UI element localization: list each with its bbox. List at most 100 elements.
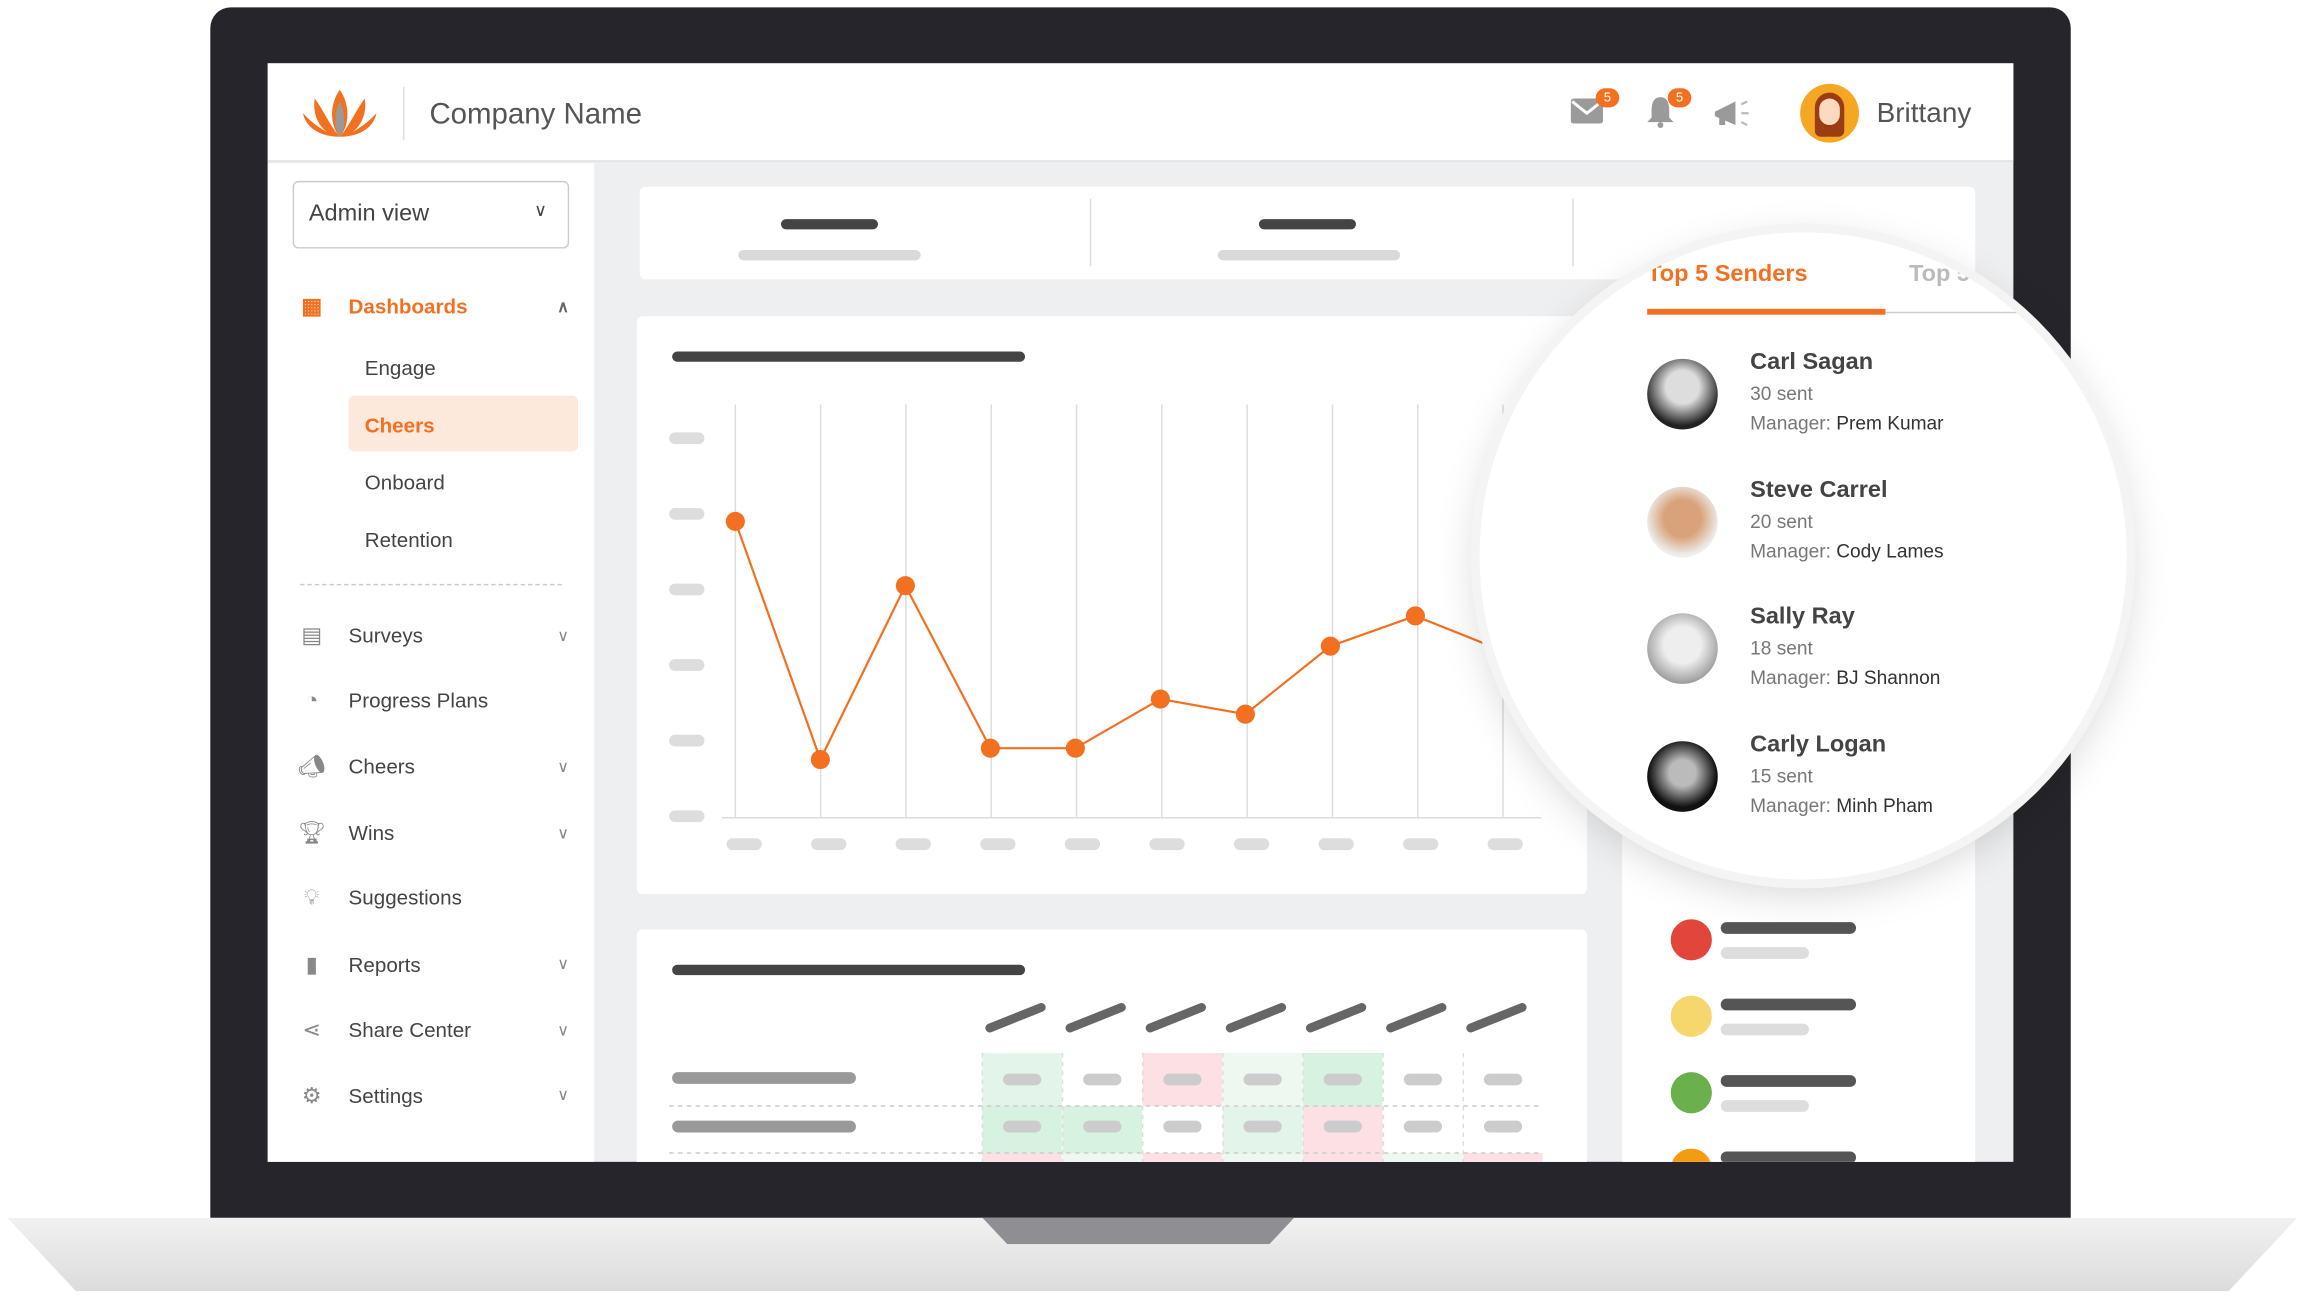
x-tick-label-placeholder — [811, 838, 847, 851]
sidebar-item-progress-plans[interactable]: ◔ Progress Plans — [297, 688, 569, 713]
cell-value-placeholder — [1163, 1120, 1202, 1133]
company-name: Company Name — [429, 98, 642, 131]
sidebar-item-suggestions[interactable]: 💡︎ Suggestions — [297, 885, 569, 910]
chevron-down-icon: ∨ — [557, 1021, 570, 1040]
column-header-placeholder — [1145, 1003, 1206, 1033]
manager-label: Manager: — [1750, 411, 1831, 434]
sidebar-item-label: Cheers — [348, 755, 415, 779]
senders-list-placeholder — [1670, 919, 1857, 1162]
data-point — [1405, 606, 1425, 626]
sender-count: 15 sent — [1750, 764, 1813, 787]
heat-cell — [1303, 1153, 1383, 1162]
column-header-placeholder — [1225, 1003, 1287, 1033]
sidebar-sub-engage[interactable]: Engage — [364, 355, 436, 380]
top-header: Company Name 5 5 Brittany — [267, 63, 2014, 162]
data-point — [1150, 689, 1170, 709]
heat-cell — [1062, 1153, 1142, 1162]
heatmap-title-placeholder — [672, 964, 1026, 976]
y-tick-label-placeholder — [669, 432, 705, 445]
x-tick-label-placeholder — [895, 838, 931, 851]
view-select[interactable]: Admin view ∨ — [292, 180, 570, 249]
gear-icon: ⚙ — [301, 1083, 322, 1109]
sidebar-item-wins[interactable]: 🏆︎ Wins ∨ — [297, 819, 569, 846]
data-point — [810, 749, 830, 770]
chevron-up-icon: ∧ — [557, 297, 570, 316]
sender-count: 20 sent — [1750, 509, 1813, 532]
detail-placeholder — [1720, 1100, 1809, 1112]
sidebar-item-label: Suggestions — [348, 885, 462, 910]
y-tick-label-placeholder — [669, 810, 705, 823]
active-tab-underline — [1647, 308, 1886, 315]
name-placeholder — [1720, 1075, 1857, 1087]
heatmap-card — [636, 929, 1587, 1162]
tab-top-receivers[interactable]: Top 5 R — [1908, 261, 1994, 287]
stat-divider — [1572, 198, 1574, 267]
heat-cell — [1463, 1153, 1543, 1162]
cell-value-placeholder — [1243, 1120, 1282, 1133]
tab-top-senders[interactable]: Top 5 Senders — [1647, 261, 1808, 287]
sender-count: 30 sent — [1750, 382, 1813, 405]
megaphone-icon: 📣︎ — [297, 755, 326, 781]
chevron-down-icon: ∨ — [557, 955, 570, 974]
header-divider — [402, 86, 405, 140]
detail-placeholder — [1720, 1023, 1809, 1036]
cell-value-placeholder — [1483, 1120, 1523, 1133]
data-point — [1235, 704, 1255, 724]
data-point — [1320, 636, 1340, 656]
stat-value-placeholder — [780, 219, 879, 230]
trophy-icon: 🏆︎ — [297, 820, 326, 846]
y-tick-label-placeholder — [669, 583, 705, 596]
sidebar-sub-retention[interactable]: Retention — [364, 527, 453, 552]
detail-placeholder — [1720, 947, 1809, 959]
share-icon: ⋖ — [302, 1018, 322, 1044]
bell-icon[interactable] — [1646, 96, 1675, 128]
user-avatar[interactable] — [1800, 83, 1859, 143]
progress-icon: ◔ — [305, 687, 319, 713]
x-tick-label-placeholder — [726, 838, 762, 851]
sender-avatar — [1647, 358, 1718, 430]
sidebar-item-reports[interactable]: ▮ Reports ∨ — [297, 951, 569, 977]
sender-avatar — [1647, 486, 1718, 557]
tab-underline — [1885, 311, 2107, 314]
y-tick-label-placeholder — [669, 734, 705, 747]
sidebar-item-share-center[interactable]: ⋖ Share Center ∨ — [297, 1017, 570, 1044]
mail-icon[interactable] — [1570, 98, 1604, 124]
sender-count: 18 sent — [1750, 636, 1813, 659]
sidebar-item-settings[interactable]: ⚙ Settings ∨ — [297, 1082, 569, 1109]
cell-value-placeholder — [1163, 1073, 1202, 1086]
sidebar-item-cheers[interactable]: 📣︎ Cheers ∨ — [297, 754, 569, 780]
sidebar-sub-cheers[interactable]: Cheers — [364, 413, 435, 437]
sidebar-sub-onboard[interactable]: Onboard — [364, 470, 445, 495]
bar-chart-icon: ▮ — [305, 952, 318, 978]
bell-badge: 5 — [1667, 88, 1692, 108]
cell-value-placeholder — [1323, 1073, 1362, 1086]
cell-value-placeholder — [1483, 1073, 1523, 1086]
sender-name: Carly Logan — [1750, 731, 1887, 757]
cell-value-placeholder — [1003, 1073, 1042, 1086]
megaphone-icon[interactable] — [1712, 99, 1750, 128]
mail-badge: 5 — [1595, 88, 1620, 108]
sidebar-item-label: Reports — [348, 952, 421, 976]
cell-value-placeholder — [1323, 1120, 1362, 1133]
data-point — [895, 576, 915, 596]
user-avatar — [1670, 919, 1712, 961]
stat-divider — [1089, 198, 1092, 267]
sidebar-item-label: Settings — [348, 1083, 423, 1108]
x-tick-label-placeholder — [1064, 838, 1101, 851]
cell-value-placeholder — [1403, 1073, 1443, 1086]
sender-avatar — [1647, 613, 1718, 684]
sender-manager: Manager: Minh Pham — [1750, 793, 1933, 815]
name-placeholder — [1720, 998, 1857, 1011]
sender-manager: Manager: Cody Lames — [1750, 539, 1943, 561]
sidebar: Admin view ∨ ▦ Dashboards ∧ Engage Cheers O… — [267, 163, 595, 1162]
sidebar-item-dashboards[interactable]: ▦ Dashboards ∧ — [297, 293, 569, 319]
column-header-placeholder — [1386, 1003, 1447, 1033]
name-placeholder — [1720, 922, 1857, 934]
lotus-logo — [302, 89, 377, 137]
sidebar-divider — [300, 583, 562, 586]
sender-name: Steve Carrel — [1750, 477, 1888, 503]
user-name[interactable]: Brittany — [1876, 98, 1972, 130]
sidebar-item-surveys[interactable]: ▤ Surveys ∨ — [297, 622, 569, 649]
cell-value-placeholder — [1243, 1073, 1282, 1086]
sidebar-item-label: Wins — [348, 820, 395, 845]
